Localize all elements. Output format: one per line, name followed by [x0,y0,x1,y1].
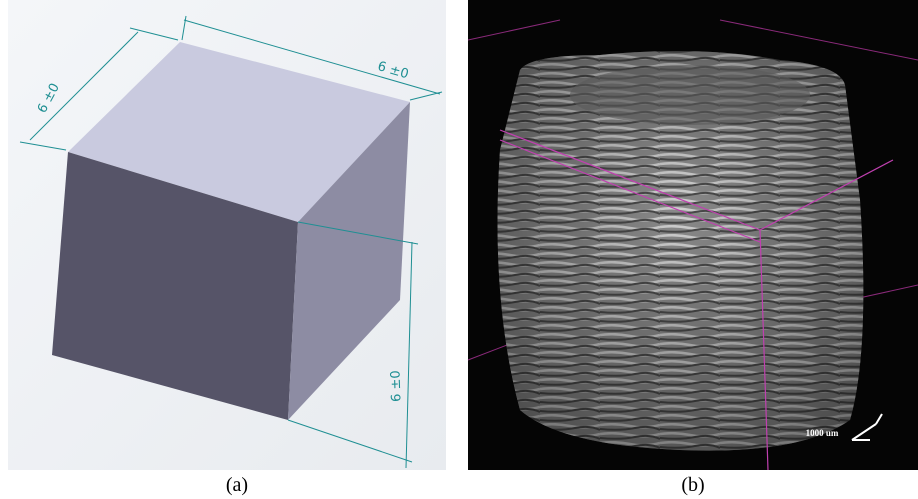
scale-label: 1000 um [806,428,839,438]
panel-a: 6 ±0 6 ±0 6 ±0 (a) [8,0,446,496]
panel-b: 1000 um (b) [468,0,918,496]
scanned-top [570,65,810,125]
panel-caption: (a) [226,474,248,496]
dimension-label: 6 ±0 [388,370,404,402]
panel-caption: (b) [681,474,704,496]
figure: 6 ±0 6 ±0 6 ±0 (a) 1000 um (b) [0,0,918,499]
